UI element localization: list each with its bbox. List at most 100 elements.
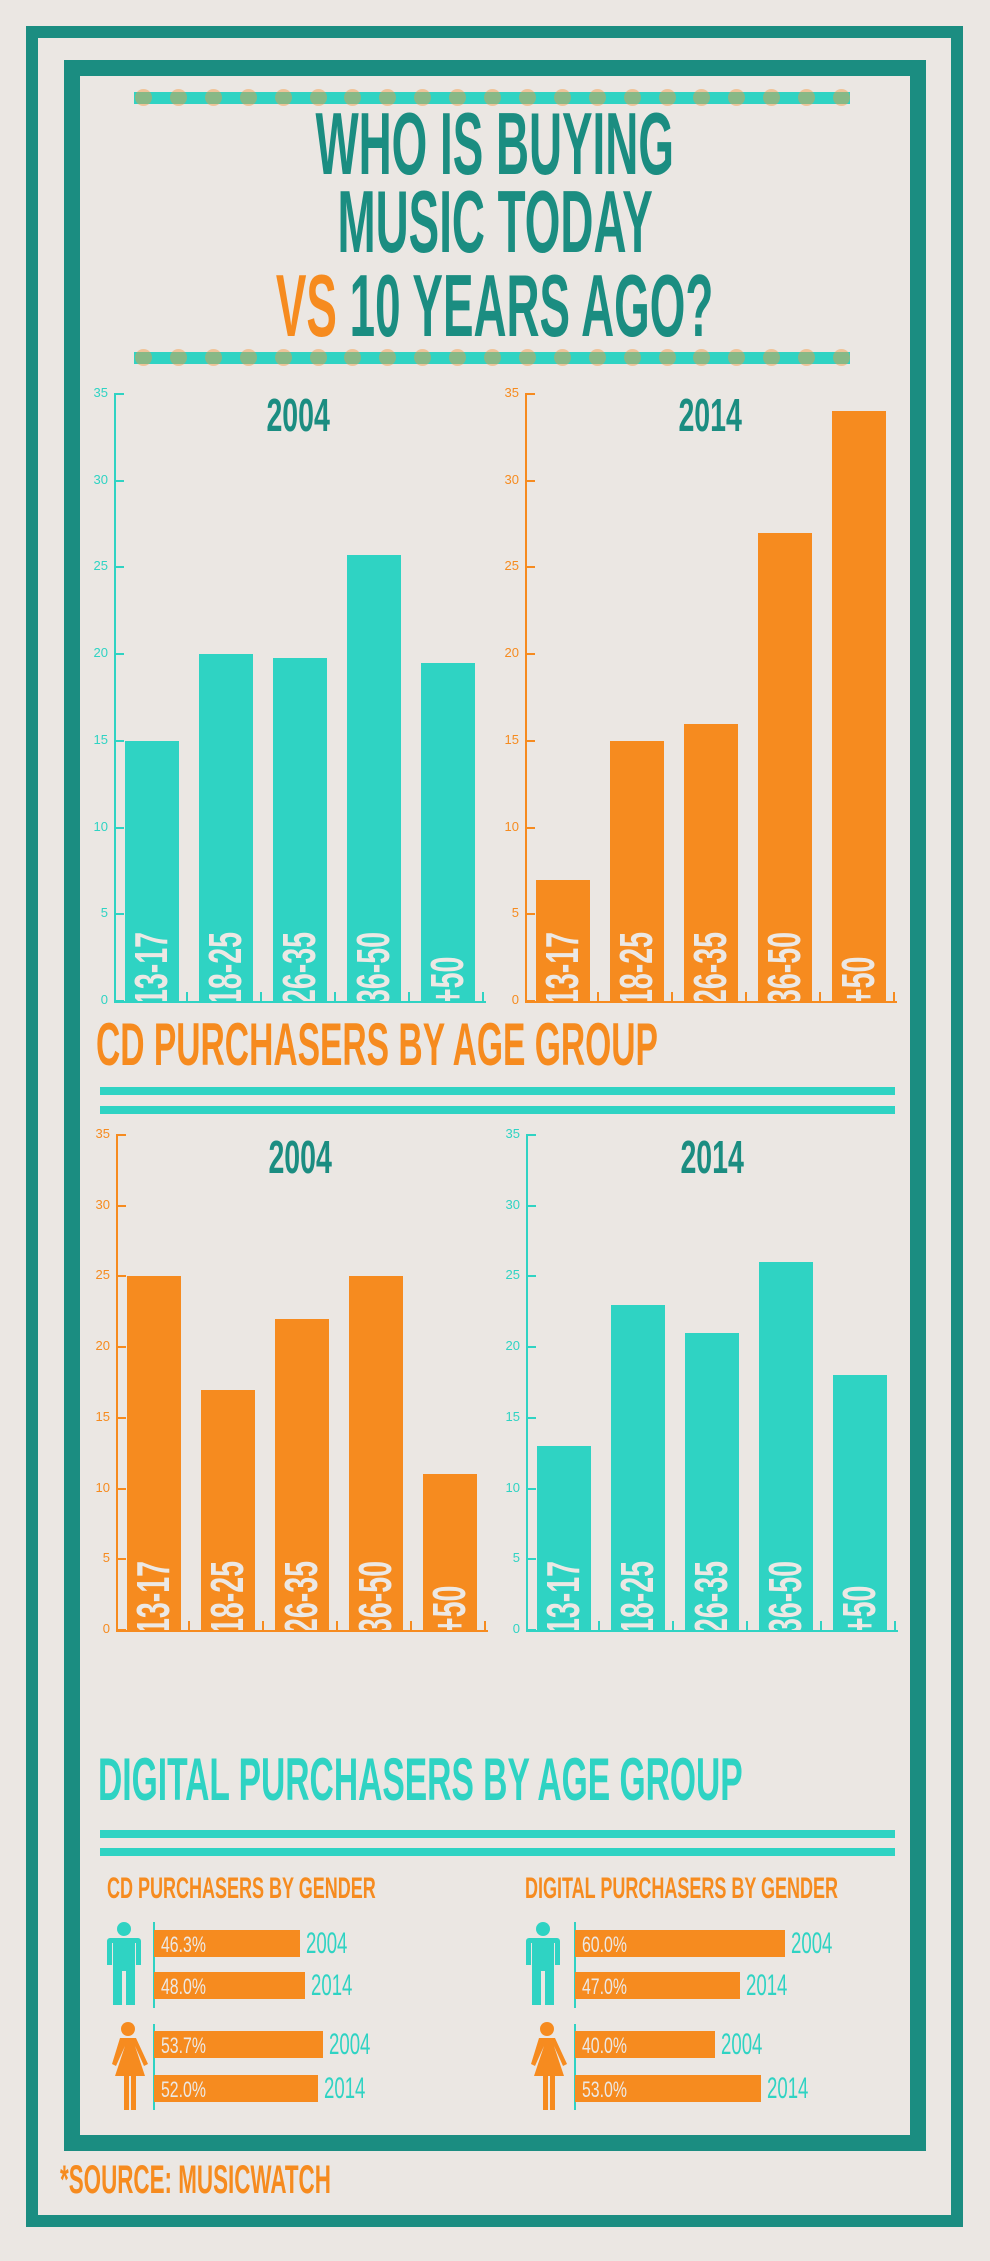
x-axis [114,1001,486,1003]
gender-divider [153,1922,155,2008]
y-tick-label: 20 [95,1338,110,1354]
gender-bar-female-2014: 53.0% [575,2075,761,2102]
bar-36-50: 36-50 [759,1262,813,1630]
y-axis [525,394,527,1003]
y-tick [525,393,535,395]
x-axis [525,1001,897,1003]
x-axis [116,1630,488,1632]
y-tick-label: 0 [511,992,519,1007]
dot-decoration [588,349,606,366]
bar-+50: +50 [833,1375,887,1630]
dot-decoration [379,89,397,106]
x-tick [597,992,599,1002]
bar-+50: +50 [423,1474,477,1630]
bar-category-label: 36-50 [349,1561,401,1630]
dot-decoration [135,89,152,106]
x-tick [260,992,262,1002]
bar-26-35: 26-35 [685,1333,739,1630]
dot-decoration [798,349,816,366]
dot-decoration [414,89,432,106]
y-tick [526,1416,536,1419]
bar-category-label: 18-25 [201,1561,253,1630]
bar-category-label: 26-35 [685,1561,737,1630]
y-tick [526,1275,536,1278]
y-tick-label: 5 [511,905,519,921]
y-tick [114,826,124,829]
y-tick [526,1346,536,1349]
dot-decoration [204,349,222,366]
divider-line [100,1106,895,1114]
source-note: *SOURCE: MUSICWATCH [60,2158,331,2202]
bar-category-label: 13-17 [125,932,177,1001]
gender-year-label: 2014 [311,1969,353,2002]
dot-decoration [414,349,432,366]
x-tick [336,1621,338,1631]
x-tick [672,1621,674,1631]
digital-age-heading: DIGITAL PURCHASERS BY AGE GROUP [98,1746,743,1813]
x-tick [598,1621,600,1631]
dot-decoration [449,349,467,366]
x-tick [262,1621,264,1631]
dot-decoration [309,89,327,106]
y-tick [114,479,124,482]
bar-category-label: 26-35 [273,932,325,1001]
bar-category-label: +50 [421,956,473,1001]
y-tick [114,393,124,395]
dot-decoration [274,349,292,366]
title-line-3: VS 10 YEARS AGO? [0,262,990,350]
dot-decoration [693,89,711,106]
y-tick [525,913,535,916]
x-tick [484,1621,486,1631]
dot-decoration [239,349,257,366]
x-tick [482,992,484,1002]
dot-decoration [553,89,571,106]
dot-decoration [135,349,152,366]
gender-year-label: 2004 [329,2028,371,2061]
dot-decoration [833,349,850,366]
divider-line [100,1830,895,1838]
y-tick-label: 5 [102,1550,110,1566]
gender-year-label: 2014 [766,2072,808,2105]
dot-decoration [344,89,362,106]
percentage-label: 52.0% [161,2077,206,2102]
y-tick [525,739,535,742]
female-icon [525,2022,569,2117]
x-tick [186,992,188,1002]
dot-decoration [658,349,676,366]
x-tick [745,992,747,1002]
bar-category-label: 13-17 [127,1561,179,1630]
y-tick-label: 15 [93,731,108,747]
x-tick [671,992,673,1002]
dot-decoration [728,89,746,106]
y-tick [526,1134,536,1136]
y-tick [116,1275,126,1278]
y-tick-label: 5 [512,1550,520,1566]
y-tick-label: 20 [93,645,108,661]
gender-year-label: 2014 [745,1969,787,2002]
x-tick [894,1621,896,1631]
percentage-label: 60.0% [582,1932,627,1957]
dot-decoration [833,89,850,106]
y-axis [114,394,116,1003]
y-tick [526,1629,536,1631]
y-tick [116,1416,126,1419]
x-axis [526,1630,898,1632]
dot-decoration [169,349,187,366]
dot-decoration [344,349,362,366]
bar-26-35: 26-35 [273,657,327,1001]
gender-bar-male-2014: 47.0% [575,1972,740,1999]
divider-line [100,1087,895,1095]
male-icon [106,1922,142,2013]
y-tick [116,1346,126,1349]
bar-18-25: 18-25 [611,1304,665,1630]
title-line-1: WHO IS BUYING [315,94,675,193]
y-tick-label: 15 [505,1408,520,1424]
bar-category-label: 26-35 [275,1561,327,1630]
percentage-label: 47.0% [582,1974,627,1999]
bar-26-35: 26-35 [275,1318,329,1630]
dot-decoration [309,349,327,366]
percentage-label: 40.0% [582,2033,627,2058]
y-tick [114,739,124,742]
gender-divider [574,2024,576,2110]
gender-year-label: 2004 [305,1927,348,1960]
